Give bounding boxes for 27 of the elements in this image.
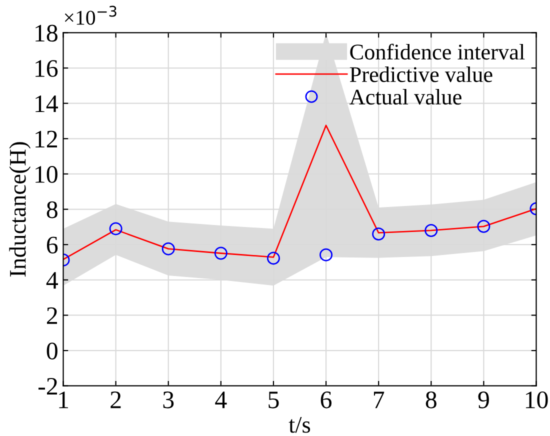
x-tick-label: 6: [320, 392, 332, 408]
x-tick-label: 10: [526, 391, 548, 408]
y-tick-label: 16: [36, 60, 58, 77]
y-tick-label: 10: [36, 166, 58, 183]
x-tick-label: 8: [426, 391, 436, 408]
x-tick-label: 9: [478, 392, 489, 408]
x-tick-label: 5: [268, 392, 279, 408]
y-tick-label: 18: [36, 24, 58, 42]
y-tick-label: 12: [36, 130, 58, 148]
y-tick-label: 2: [46, 307, 58, 324]
legend-label: Predictive value: [350, 66, 492, 82]
x-tick-label: 2: [110, 392, 121, 408]
y-tick-label: 14: [36, 96, 58, 112]
y-tick-label: 4: [46, 272, 58, 289]
y-tick-label: 6: [46, 236, 58, 254]
y-tick-label: 0: [46, 342, 58, 360]
y-tick-label: -2: [38, 378, 58, 395]
x-tick-label: 7: [374, 392, 384, 408]
y-tick-label: 8: [46, 201, 58, 218]
text: ×10$^{−3}$: [64, 6, 116, 25]
annotation: Confidence interval: [350, 44, 525, 60]
x-tick-label: 3: [163, 392, 174, 408]
legend-label: Actual value: [349, 88, 462, 105]
x-tick-label: 1: [59, 392, 68, 408]
y-axis-title: Inductance(H): [9, 142, 31, 277]
x-axis-title: t/s: [288, 416, 310, 433]
x-tick-label: 4: [215, 392, 227, 408]
